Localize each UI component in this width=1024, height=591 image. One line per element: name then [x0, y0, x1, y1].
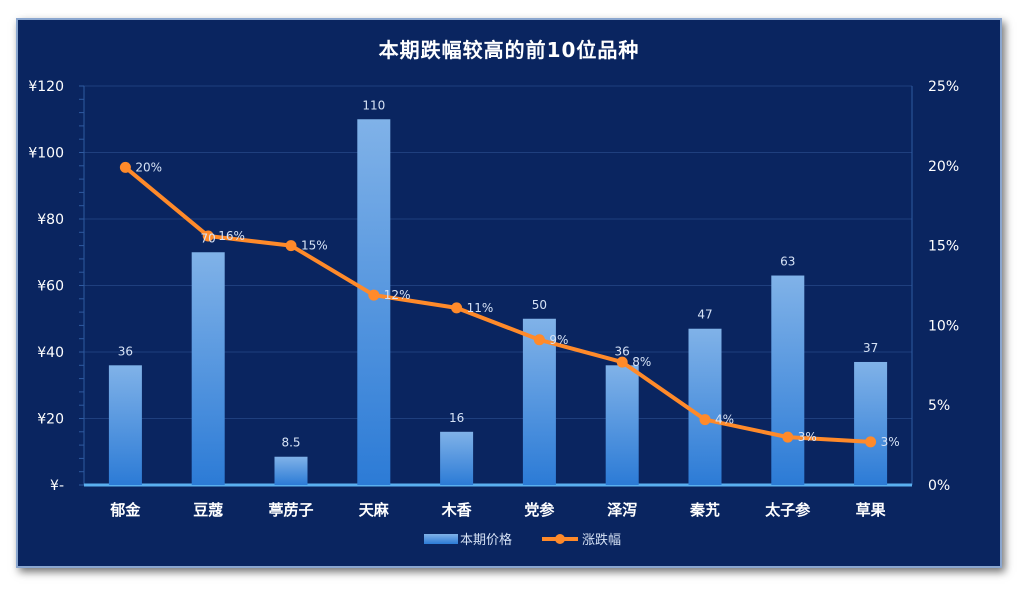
y-left-tick-label: ¥120: [28, 79, 64, 95]
line-value-label: 16%: [218, 229, 245, 243]
line-point: [782, 431, 794, 443]
line-point: [202, 230, 214, 242]
line-value-label: 3%: [881, 435, 900, 449]
bar: [108, 365, 142, 485]
x-category-label: 草果: [856, 501, 887, 519]
line-point: [616, 356, 628, 368]
bar: [771, 275, 805, 485]
line-point: [451, 302, 463, 314]
line-value-label: 4%: [715, 413, 734, 427]
x-category-label: 党参: [524, 501, 555, 519]
line-value-label: 11%: [467, 301, 494, 315]
line-point: [368, 289, 380, 301]
bar: [191, 252, 225, 485]
y-right-tick-label: 5%: [928, 398, 950, 414]
y-left-tick-label: ¥40: [37, 345, 64, 361]
line-value-label: 9%: [549, 333, 568, 347]
bar-value-label: 70: [201, 231, 216, 245]
chart-canvas: ¥- ¥20 ¥40 ¥60 ¥80 ¥100 ¥120 0% 5% 10% 15% 20% 25% 郁金…: [28, 79, 959, 548]
line-point: [533, 334, 545, 346]
bar-series: [108, 119, 888, 485]
line-series: [119, 161, 877, 448]
bar-value-label: 16: [449, 411, 464, 425]
line-value-label: 8%: [632, 355, 651, 369]
line-point: [285, 240, 297, 252]
y-left-tick-label: ¥60: [37, 279, 64, 295]
y-right-tick-label: 25%: [928, 79, 959, 95]
y-left-tick-label: ¥80: [37, 212, 64, 228]
y-right-tick-label: 10%: [928, 318, 959, 334]
bar: [854, 361, 888, 485]
x-category-label: 木香: [441, 501, 472, 519]
bar-value-label: 47: [697, 308, 712, 322]
chart-title: 本期跌幅较高的前10位品种: [378, 38, 640, 62]
bar: [274, 456, 308, 485]
y-right-tick-label: 20%: [928, 159, 959, 175]
line-point: [865, 436, 877, 448]
bar-value-label: 50: [532, 298, 547, 312]
bar: [357, 119, 391, 485]
bar: [688, 328, 722, 485]
x-category-label: 豆蔻: [193, 501, 223, 519]
legend-bar-label: 本期价格: [460, 532, 512, 548]
x-category-label: 葶苈子: [268, 501, 313, 519]
line-point: [119, 161, 131, 173]
bar-value-label: 36: [615, 344, 630, 358]
bar: [522, 318, 556, 485]
line-value-label: 20%: [135, 160, 162, 174]
x-category-label: 秦艽: [689, 501, 720, 519]
line-path: [124, 165, 871, 444]
legend: 本期价格 涨跌幅: [424, 532, 621, 548]
x-category-label: 太子参: [765, 501, 811, 519]
y-left-tick-label: ¥-: [50, 478, 64, 494]
bar-value-label: 36: [118, 344, 133, 358]
bar-value-label: 63: [780, 255, 795, 269]
legend-line-label: 涨跌幅: [582, 532, 621, 548]
legend-bar-swatch: [424, 534, 458, 544]
y-left-tick-label: ¥100: [28, 146, 64, 162]
axes: ¥- ¥20 ¥40 ¥60 ¥80 ¥100 ¥120 0% 5% 10% 15% 20% 25% 郁金…: [28, 79, 959, 519]
line-value-label: 15%: [301, 239, 328, 253]
y-left-tick-label: ¥20: [37, 412, 64, 428]
legend-line-marker: [555, 534, 565, 544]
x-category-label: 泽泻: [607, 501, 637, 519]
line-value-label: 12%: [384, 288, 411, 302]
bar-value-label: 37: [863, 341, 878, 355]
y-right-tick-label: 15%: [928, 239, 959, 255]
y-right-tick-label: 0%: [928, 478, 950, 494]
chart-frame: 本期跌幅较高的前10位品种 ¥- ¥20 ¥40 ¥60 ¥80 ¥100 ¥120 0% 5%…: [16, 18, 1002, 568]
bar-value-label: 8.5: [281, 436, 300, 450]
bar-value-label: 110: [362, 98, 385, 112]
line-point: [699, 414, 711, 426]
x-category-label: 天麻: [359, 501, 390, 519]
bar: [605, 365, 639, 485]
line-value-label: 3%: [798, 430, 817, 444]
x-category-label: 郁金: [109, 501, 141, 519]
data-labels: 36 70 8.5 110 16 50 36 47 63 37 20% 16% 15% 12% 11% 9% 8…: [118, 98, 900, 449]
bar: [440, 431, 474, 485]
